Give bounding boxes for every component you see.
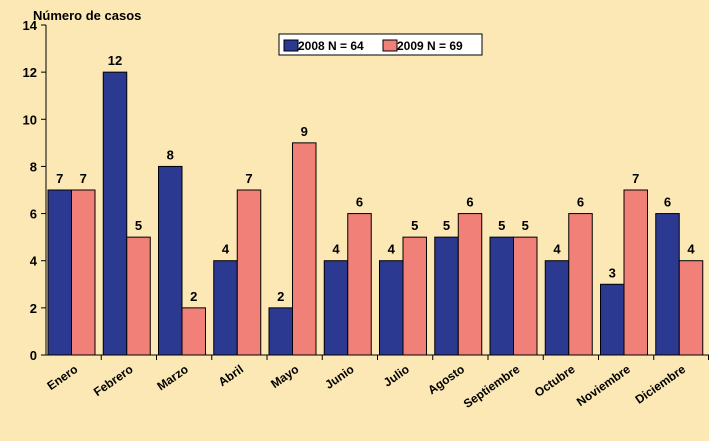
bar-septiembre-0	[489, 236, 514, 356]
bar-septiembre-1	[513, 236, 538, 356]
x-tick-label-julio: Julio	[381, 362, 412, 390]
bar-febrero-0	[102, 71, 128, 356]
legend-swatch-2009	[382, 39, 398, 52]
bar-mayo-1	[292, 142, 317, 356]
legend-box	[278, 33, 483, 56]
x-tick-label-abril: Abril	[216, 362, 246, 389]
bar-mayo-0	[268, 307, 293, 356]
data-label: 5	[522, 218, 529, 233]
data-label: 6	[356, 195, 363, 210]
bar-julio-0	[379, 260, 404, 356]
data-label: 6	[664, 195, 671, 210]
data-label: 5	[443, 218, 450, 233]
legend: 2008 N = 64 2009 N = 69	[278, 33, 483, 56]
bars	[47, 71, 704, 356]
data-label: 5	[135, 218, 142, 233]
y-tick-label: 4	[30, 254, 38, 269]
x-tick-label-diciembre: Diciembre	[633, 362, 689, 407]
data-label: 7	[245, 171, 252, 186]
bar-noviembre-0	[600, 283, 625, 356]
x-tick-label-noviembre: Noviembre	[574, 362, 633, 409]
data-label: 6	[577, 195, 584, 210]
data-label: 4	[222, 242, 230, 257]
bar-junio-0	[323, 260, 349, 356]
bar-diciembre-1	[678, 260, 704, 356]
x-axis: Enero Febrero Marzo Abril Mayo Junio Julio Agos…	[44, 354, 709, 411]
y-tick-label: 14	[23, 18, 38, 33]
x-tick-label-marzo: Marzo	[154, 362, 190, 393]
data-label: 5	[411, 218, 418, 233]
bar-junio-1	[347, 213, 372, 356]
data-label: 2	[277, 289, 284, 304]
x-tick-label-enero: Enero	[44, 362, 80, 393]
y-tick-label: 2	[30, 301, 37, 316]
y-tick-label: 0	[30, 348, 37, 363]
bar-julio-1	[402, 236, 427, 356]
data-label: 7	[80, 171, 87, 186]
x-tick-label-mayo: Mayo	[268, 362, 301, 391]
y-axis: 0 2 4 6 8 10 12 14	[23, 18, 47, 363]
bar-febrero-1	[126, 236, 151, 356]
data-label: 4	[388, 242, 396, 257]
data-label: 8	[167, 147, 174, 162]
data-label: 7	[632, 171, 639, 186]
bar-enero-1	[71, 189, 96, 356]
y-tick-label: 10	[23, 112, 37, 127]
bar-abril-1	[236, 189, 262, 356]
y-tick-label: 12	[23, 65, 37, 80]
bar-octubre-1	[568, 213, 593, 356]
bar-marzo-1	[181, 307, 206, 356]
x-tick-label-febrero: Febrero	[91, 362, 136, 399]
bar-agosto-1	[457, 213, 483, 356]
x-tick-label-agosto: Agosto	[425, 362, 467, 397]
x-tick-label-septiembre: Septiembre	[461, 362, 523, 411]
bar-enero-0	[47, 189, 72, 356]
data-label: 9	[301, 124, 308, 139]
data-label: 4	[553, 242, 561, 257]
bar-agosto-0	[434, 236, 459, 356]
x-tick-label-junio: Junio	[322, 362, 356, 392]
y-tick-label: 8	[30, 159, 37, 174]
data-label: 5	[498, 218, 505, 233]
bar-abril-0	[213, 260, 238, 356]
x-tick-label-octubre: Octubre	[532, 362, 578, 400]
data-label: 6	[466, 195, 473, 210]
data-label: 7	[56, 171, 63, 186]
data-label: 4	[332, 242, 340, 257]
bar-marzo-0	[158, 165, 183, 356]
bar-diciembre-0	[655, 213, 680, 356]
data-label: 12	[108, 53, 122, 68]
y-tick-label: 6	[30, 207, 37, 222]
legend-label-2009: 2009 N = 69	[397, 39, 463, 53]
data-label: 2	[190, 289, 197, 304]
y-axis-title: Número de casos	[33, 8, 141, 23]
data-label: 4	[687, 242, 695, 257]
bar-noviembre-1	[623, 189, 648, 356]
legend-swatch-2008	[283, 39, 299, 52]
legend-label-2008: 2008 N = 64	[298, 39, 364, 53]
data-label: 3	[609, 265, 616, 280]
bar-octubre-0	[544, 260, 570, 356]
